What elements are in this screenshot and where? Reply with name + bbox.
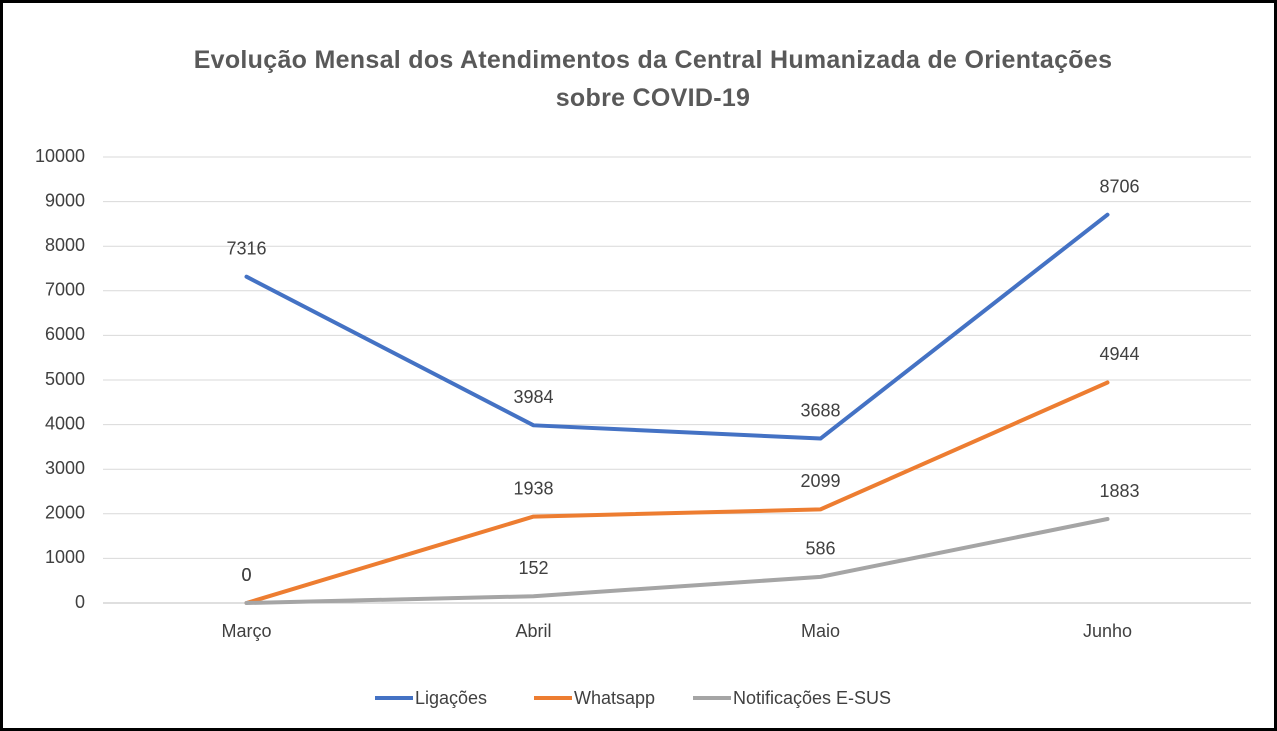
series-line — [244, 212, 1110, 441]
chart-title: Evolução Mensal dos Atendimentos da Cent… — [193, 46, 1113, 112]
y-tick-label: 10000 — [35, 146, 85, 166]
data-label: 3984 — [513, 387, 553, 407]
data-label: 152 — [518, 558, 548, 578]
x-tick-label: Junho — [1083, 621, 1132, 641]
y-tick-label: 5000 — [45, 369, 85, 389]
legend-label: Ligações — [415, 688, 487, 708]
y-tick-label: 2000 — [45, 503, 85, 523]
series-line — [244, 517, 1110, 605]
y-tick-label: 8000 — [45, 235, 85, 255]
data-label: 4944 — [1099, 344, 1139, 364]
y-tick-label: 4000 — [45, 413, 85, 433]
y-tick-label: 0 — [75, 592, 85, 612]
x-tick-label: Maio — [801, 621, 840, 641]
data-label: 3688 — [800, 400, 840, 420]
x-tick-label: Abril — [515, 621, 551, 641]
y-tick-label: 3000 — [45, 458, 85, 478]
y-tick-label: 1000 — [45, 547, 85, 567]
chart: 0 1000 2000 3000 4000 5000 6000 7000 8000 9000 100… — [35, 146, 1251, 708]
data-label: 1883 — [1099, 481, 1139, 501]
y-tick-label: 7000 — [45, 280, 85, 300]
legend-label: Notificações E-SUS — [733, 688, 891, 708]
data-label: 2099 — [800, 471, 840, 491]
data-label: 7316 — [226, 238, 266, 258]
data-label: 0 — [241, 565, 251, 585]
data-label: 8706 — [1099, 176, 1139, 196]
data-label: 1938 — [513, 478, 553, 498]
x-tick-label: Março — [221, 621, 271, 641]
series-line — [244, 380, 1110, 605]
legend-label: Whatsapp — [574, 688, 655, 708]
y-tick-label: 9000 — [45, 190, 85, 210]
data-label: 586 — [805, 539, 835, 559]
y-tick-label: 6000 — [45, 324, 85, 344]
data-label: 0 — [241, 565, 251, 585]
